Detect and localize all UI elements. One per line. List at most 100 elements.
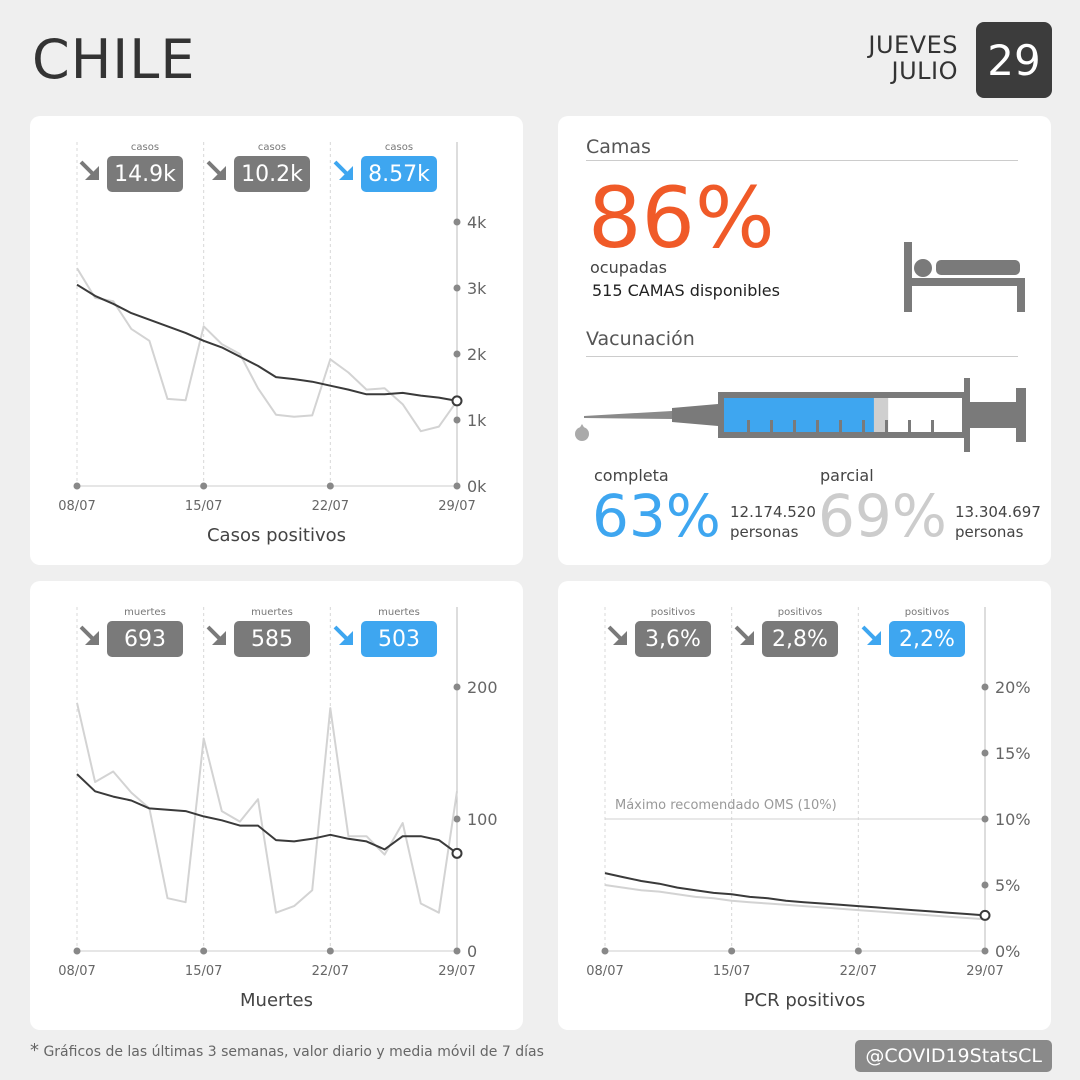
vac-parcial-label: parcial [820, 466, 874, 485]
x-tick-dot [728, 947, 736, 955]
x-tick-label: 15/07 [185, 964, 222, 979]
y-tick-label: 0% [995, 942, 1020, 961]
camas-percent: 86% [588, 169, 775, 267]
muertes-week-badge: 503 [361, 621, 437, 657]
x-tick-dot [326, 482, 334, 490]
x-tick-dot [200, 482, 208, 490]
x-tick-label: 29/07 [438, 964, 475, 979]
muertes-week-badge: 585 [234, 621, 310, 657]
badge-label: muertes [124, 607, 166, 618]
weekday: JUEVES [868, 31, 958, 59]
casos-week-badge: 14.9k [107, 156, 183, 192]
trend-down-icon [734, 625, 754, 645]
y-tick-dot [453, 482, 461, 490]
x-tick-label: 15/07 [185, 499, 222, 514]
vac-completa-unit: personas [730, 523, 799, 541]
muertes-chart-title: Muertes [240, 990, 313, 1011]
arrow-head [85, 166, 99, 180]
vac-parcial-unit: personas [955, 523, 1024, 541]
muertes-chart: 0 100 200 08/07 15/07 22/07 29/07 [58, 607, 498, 979]
vac-parcial-count: 13.304.697 personas [955, 502, 1041, 542]
x-tick-dot [73, 482, 81, 490]
pcr-week-badge: 2,2% [889, 621, 965, 657]
vacunacion-title: Vacunación [586, 328, 695, 350]
daily-series-line [604, 884, 986, 921]
reference-label: Máximo recomendado OMS (10%) [615, 798, 837, 813]
casos-week-badge: 8.57k [361, 156, 437, 192]
x-tick-label: 08/07 [586, 964, 623, 979]
arrow-head [85, 631, 99, 645]
x-tick-label: 22/07 [312, 964, 349, 979]
x-tick-label: 15/07 [713, 964, 750, 979]
vac-completa-label: completa [594, 466, 669, 485]
camas-label: ocupadas [590, 258, 667, 277]
pcr-panel: Máximo recomendado OMS (10%) 0% 5% 10% 15% 20… [558, 581, 1051, 1030]
x-tick-dot [601, 947, 609, 955]
badge-label: muertes [251, 607, 293, 618]
y-tick-label: 20% [995, 678, 1031, 697]
arrow-head [212, 631, 226, 645]
muertes-panel: 0 100 200 08/07 15/07 22/07 29/07 Muertes muerte… [30, 581, 523, 1030]
last-value-marker [979, 909, 991, 921]
x-tick-label: 08/07 [58, 964, 95, 979]
badge-label: casos [257, 142, 287, 153]
vac-completa-count: 12.174.520 personas [730, 502, 816, 542]
muertes-week-badge: 693 [107, 621, 183, 657]
y-tick-label: 10% [995, 810, 1031, 829]
bed-icon [904, 242, 1025, 312]
y-tick-label: 200 [467, 678, 498, 697]
y-tick-label: 3k [467, 279, 487, 298]
footnote-star: * [30, 1040, 39, 1061]
casos-week-badge: 10.2k [234, 156, 310, 192]
arrow-head [740, 631, 754, 645]
casos-chart-title: Casos positivos [206, 525, 346, 546]
y-tick-dot [453, 947, 461, 955]
camas-title: Camas [586, 136, 651, 158]
y-tick-label: 15% [995, 744, 1031, 763]
x-tick-label: 29/07 [438, 499, 475, 514]
y-tick-label: 0 [467, 942, 477, 961]
arrow-head [867, 631, 881, 645]
y-tick-dot [453, 815, 461, 823]
casos-chart: 0k 1k 2k 3k 4k 08/07 15/07 22/07 29/07 [58, 142, 487, 514]
trend-down-icon [79, 160, 99, 180]
trend-down-icon [206, 625, 226, 645]
y-tick-label: 1k [467, 411, 487, 430]
x-tick-dot [854, 947, 862, 955]
trend-down-icon [607, 625, 627, 645]
trend-down-icon [79, 625, 99, 645]
twitter-handle[interactable]: @COVID19StatsCL [855, 1040, 1052, 1072]
camas-divider [586, 160, 1018, 161]
y-tick-dot [981, 749, 989, 757]
moving-average-line [604, 872, 986, 917]
y-tick-dot [981, 881, 989, 889]
last-value-marker [451, 395, 463, 407]
syringe-icon [575, 378, 1026, 452]
badge-label: positivos [904, 607, 950, 618]
daily-series-line [76, 702, 458, 914]
pcr-week-badge: 2,8% [762, 621, 838, 657]
x-tick-dot [73, 947, 81, 955]
x-tick-label: 29/07 [966, 964, 1003, 979]
y-tick-label: 5% [995, 876, 1020, 895]
info-panel: Camas 86% ocupadas 515 CAMAS disponibles… [558, 116, 1051, 565]
y-tick-dot [453, 350, 461, 358]
arrow-head [339, 166, 353, 180]
y-tick-label: 4k [467, 213, 487, 232]
date-words: JUEVES JULIO [868, 32, 958, 84]
camas-available: 515 CAMAS disponibles [592, 281, 780, 300]
arrow-head [212, 166, 226, 180]
vac-completa-number: 12.174.520 [730, 503, 816, 521]
badge-label: muertes [378, 607, 420, 618]
trend-down-icon [333, 625, 353, 645]
x-tick-label: 08/07 [58, 499, 95, 514]
y-tick-dot [981, 683, 989, 691]
trend-down-icon [333, 160, 353, 180]
pcr-week-badge: 3,6% [635, 621, 711, 657]
badge-label: casos [130, 142, 160, 153]
footnote-text: Gráficos de las últimas 3 semanas, valor… [43, 1044, 544, 1060]
y-tick-label: 100 [467, 810, 498, 829]
y-tick-dot [981, 815, 989, 823]
arrow-head [613, 631, 627, 645]
moving-average-line [76, 773, 458, 855]
